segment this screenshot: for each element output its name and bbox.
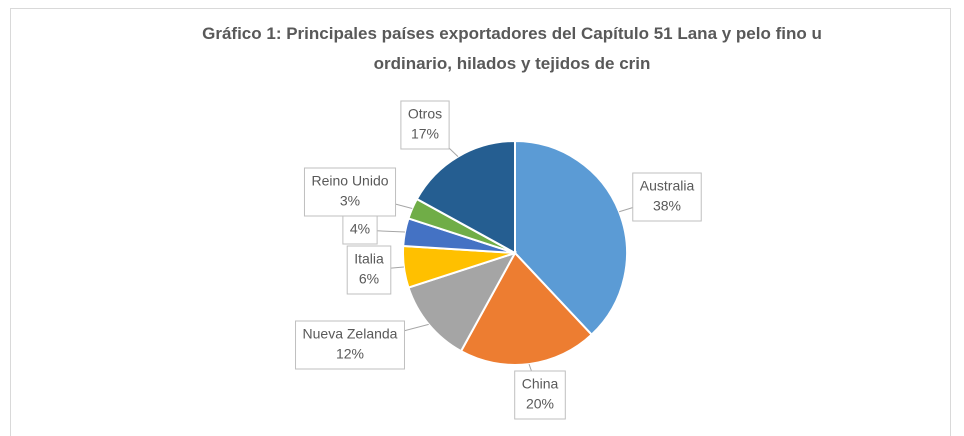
data-label: Otros 17% bbox=[400, 100, 459, 157]
label-box bbox=[295, 320, 405, 370]
pie-slice bbox=[415, 139, 516, 255]
label-text: China bbox=[522, 376, 559, 392]
label-text: Reino Unido bbox=[311, 173, 388, 189]
label-text: Otros bbox=[408, 106, 442, 122]
data-label: Reino Unido 3% bbox=[303, 167, 413, 217]
pie-slice bbox=[407, 251, 518, 353]
label-box bbox=[346, 245, 392, 295]
label-text: 6% bbox=[359, 271, 379, 287]
label-box bbox=[632, 172, 702, 222]
label-text: 20% bbox=[526, 396, 554, 412]
chart-title: Gráfico 1: Principales países exportador… bbox=[202, 24, 822, 73]
data-label: Nueva Zelanda 12% bbox=[295, 320, 429, 370]
data-label: Australia 38% bbox=[618, 172, 702, 222]
label-box bbox=[303, 167, 397, 217]
label-text: Italia bbox=[354, 251, 384, 267]
data-label: 4% bbox=[342, 215, 406, 245]
label-box bbox=[400, 100, 450, 150]
label-text: 4% bbox=[350, 221, 370, 237]
label-text: 12% bbox=[336, 346, 364, 362]
pie-slice bbox=[514, 139, 628, 337]
label-text: Australia bbox=[640, 178, 695, 194]
label-text: 38% bbox=[653, 198, 681, 214]
data-label: China 20% bbox=[514, 363, 566, 420]
svg-text:Gráfico 1: Principales países: Gráfico 1: Principales países exportador… bbox=[202, 24, 822, 73]
label-text: 17% bbox=[411, 126, 439, 142]
data-label: Italia 6% bbox=[346, 245, 404, 295]
label-box bbox=[342, 215, 378, 245]
label-box bbox=[514, 370, 566, 420]
label-text: 3% bbox=[340, 193, 360, 209]
label-text: Nueva Zelanda bbox=[303, 326, 398, 342]
pie-slice bbox=[459, 251, 594, 366]
